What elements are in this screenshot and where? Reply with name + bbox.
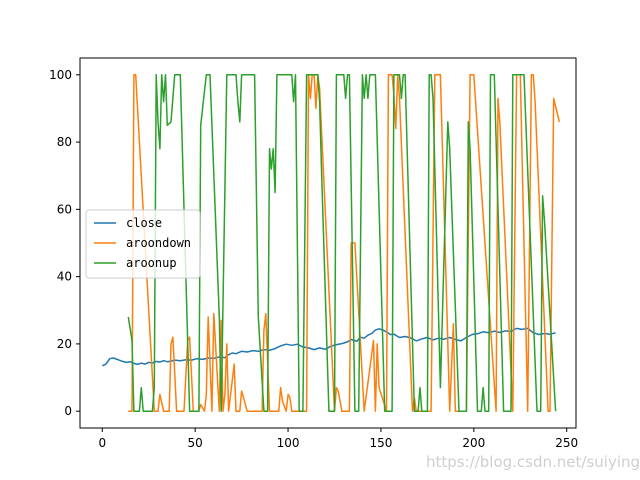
legend-label-aroonup: aroonup xyxy=(126,256,177,270)
x-tick-label: 200 xyxy=(462,436,485,450)
y-tick-label: 0 xyxy=(64,404,72,418)
y-tick-label: 80 xyxy=(57,135,72,149)
legend: close aroondown aroonup xyxy=(85,209,201,279)
plot-frame xyxy=(79,57,577,429)
y-tick-label: 20 xyxy=(57,337,72,351)
y-tick-label: 60 xyxy=(57,202,72,216)
x-tick-label: 0 xyxy=(98,436,106,450)
y-tick-label: 40 xyxy=(57,270,72,284)
series-line-aroonup xyxy=(127,74,557,412)
y-tick-label: 100 xyxy=(49,68,72,82)
x-tick-label: 150 xyxy=(369,436,392,450)
legend-label-aroondown: aroondown xyxy=(126,236,191,250)
series-line-close xyxy=(101,327,556,367)
legend-label-close: close xyxy=(126,216,162,230)
x-tick-label: 250 xyxy=(555,436,578,450)
watermark: https://blog.csdn.net/suiyingy xyxy=(426,453,640,471)
axes-layer: 0 50 100 150 200 250 0 20 40 60 80 100 xyxy=(49,68,578,450)
series-layer xyxy=(101,74,561,412)
x-tick-label: 50 xyxy=(188,436,203,450)
x-tick-label: 100 xyxy=(277,436,300,450)
legend-box xyxy=(85,209,201,279)
